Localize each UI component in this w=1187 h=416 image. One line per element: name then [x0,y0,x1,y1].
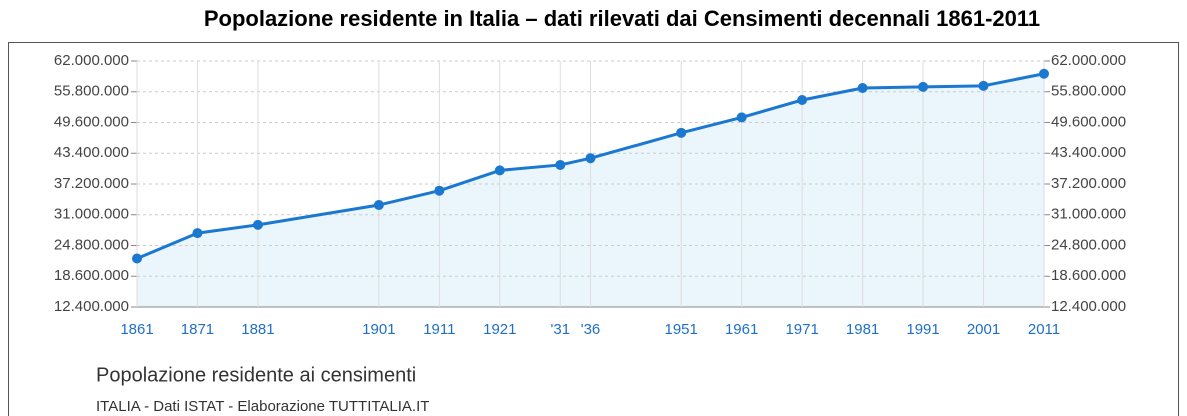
point [918,81,929,92]
point [555,159,566,170]
point [252,219,263,230]
y-tick-label: 37.200.000 [54,175,129,192]
y2-tick-label: 18.600.000 [1051,267,1126,284]
point [1039,68,1049,79]
x-tick-label: 1871 [181,321,214,338]
y-tick-label: 24.800.000 [54,236,129,253]
x-tick-label: 1861 [120,321,153,338]
x-tick-label: '36 [581,321,601,338]
y-tick-label: 62.000.000 [54,52,129,69]
x-tick-label: 1911 [423,321,455,338]
x-tick-label: 1881 [241,321,274,338]
x-tick-label: 2011 [1028,321,1060,338]
point [585,153,596,164]
point [857,82,868,93]
y2-tick-label: 24.800.000 [1051,236,1126,253]
point [736,112,747,123]
subtitle: Popolazione residente ai censimenti [96,364,416,386]
point [192,228,203,239]
y2-tick-label: 12.400.000 [1051,298,1126,315]
x-tick-label: '31 [550,321,570,338]
x-tick-label: 1901 [362,321,395,338]
point [797,95,808,106]
x-tick-label: 1971 [785,321,818,338]
y-tick-label: 18.600.000 [54,267,129,284]
x-tick-label: 1961 [725,321,758,338]
y-tick-label: 55.800.000 [54,83,129,100]
point [434,185,445,196]
y2-tick-label: 49.600.000 [1051,113,1126,130]
point [373,200,384,211]
source: ITALIA - Dati ISTAT - Elaborazione TUTTI… [96,398,429,415]
y2-tick-label: 62.000.000 [1051,52,1126,69]
y2-tick-label: 37.200.000 [1051,175,1126,192]
y2-tick-label: 31.000.000 [1051,206,1126,223]
y-tick-label: 49.600.000 [54,113,129,130]
point [132,253,142,264]
y-tick-label: 31.000.000 [54,206,129,223]
point [978,80,989,91]
x-tick-label: 1921 [483,321,516,338]
y-tick-label: 12.400.000 [54,298,129,315]
x-tick-label: 1981 [846,321,879,338]
y2-tick-label: 55.800.000 [1051,83,1126,100]
point [494,165,505,176]
y-tick-label: 43.400.000 [54,144,129,161]
x-tick-label: 1991 [906,321,939,338]
chart-title: Popolazione residente in Italia – dati r… [204,6,1040,31]
x-tick-label: 1951 [665,321,698,338]
x-tick-label: 2001 [967,321,1000,338]
y2-tick-label: 43.400.000 [1051,144,1126,161]
point [676,127,687,138]
